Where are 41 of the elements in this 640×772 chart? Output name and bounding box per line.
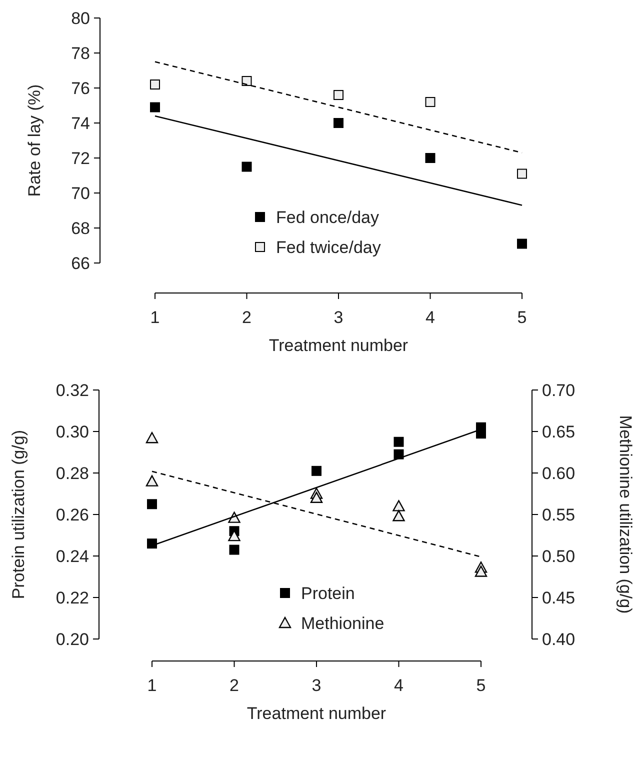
y-tick-label: 68: [71, 218, 90, 238]
y2-tick-label: 0.50: [542, 546, 576, 566]
x-tick-label: 1: [150, 308, 160, 327]
x-tick-label: 2: [242, 308, 252, 327]
x-tick-label: 5: [476, 676, 486, 695]
y-tick-label: 66: [71, 254, 90, 273]
y-tick-label: 80: [71, 8, 90, 28]
y-tick-label: 0.22: [56, 588, 89, 608]
y2-tick-label: 0.45: [542, 588, 576, 608]
x-tick-label: 5: [517, 308, 527, 327]
x-tick-label: 4: [426, 308, 435, 327]
y-tick-label: 0.24: [56, 546, 89, 566]
y2-tick-label: 0.65: [542, 422, 576, 442]
y-tick-label: 0.20: [56, 630, 89, 649]
legend-label: Fed once/day: [276, 208, 380, 227]
x-tick-label: 2: [230, 676, 239, 695]
legend-label: Protein: [301, 584, 355, 603]
y2-tick-label: 0.40: [542, 630, 576, 649]
x-tick-label: 3: [334, 308, 344, 327]
y-tick-label: 0.28: [56, 464, 89, 483]
y2-tick-label: 0.60: [542, 464, 576, 483]
x-axis-title: Treatment number: [246, 704, 386, 723]
y-tick-label: 0.30: [56, 422, 89, 442]
y-tick-label: 76: [71, 78, 90, 98]
y2-tick-label: 0.70: [542, 380, 576, 400]
x-tick-label: 1: [147, 676, 157, 695]
x-tick-label: 4: [394, 676, 404, 695]
y-tick-label: 72: [71, 148, 90, 168]
x-axis-title: Treatment number: [268, 336, 408, 355]
y-tick-label: 0.26: [56, 505, 89, 524]
y2-tick-label: 0.55: [542, 505, 576, 524]
y2-axis-title: Methionine utilization (g/g): [616, 415, 635, 614]
y-axis-title: Protein utilization (g/g): [9, 430, 28, 600]
legend-label: Methionine: [301, 614, 384, 633]
y-axis-title: Rate of lay (%): [25, 84, 44, 197]
y-tick-label: 0.32: [56, 380, 89, 400]
y-tick-label: 74: [71, 114, 90, 133]
x-tick-label: 3: [312, 676, 322, 695]
y-tick-label: 78: [71, 44, 90, 63]
legend-label: Fed twice/day: [276, 238, 382, 257]
y-tick-label: 70: [71, 184, 90, 203]
